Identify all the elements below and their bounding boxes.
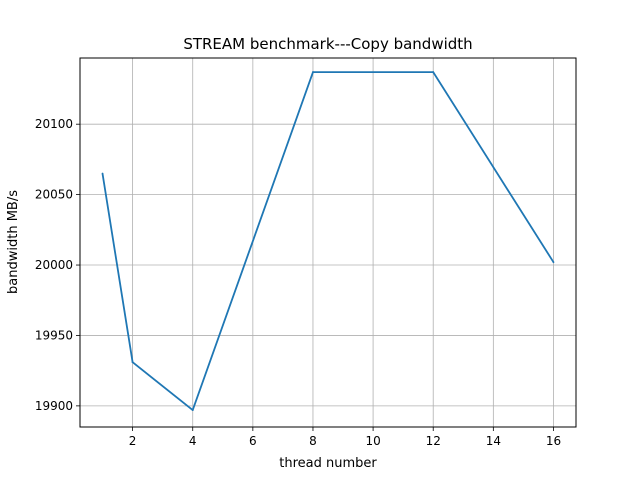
x-tick-label: 16 bbox=[546, 434, 561, 448]
x-tick-label: 14 bbox=[486, 434, 501, 448]
x-tick-label: 4 bbox=[189, 434, 197, 448]
data-point bbox=[101, 172, 104, 175]
data-point bbox=[552, 261, 555, 264]
ticks: 2 4 6 8 10 12 14 16 19900 19950 20000 20050 20100 bbox=[35, 117, 561, 448]
y-tick-label: 19950 bbox=[35, 328, 73, 342]
grid bbox=[80, 58, 576, 427]
data-point bbox=[312, 71, 314, 73]
chart-title: STREAM benchmark---Copy bandwidth bbox=[183, 35, 472, 53]
x-tick-label: 2 bbox=[129, 434, 137, 448]
plot-area-frame bbox=[79, 57, 577, 428]
x-tick-label: 8 bbox=[309, 434, 317, 448]
x-tick-label: 12 bbox=[426, 434, 441, 448]
data-point bbox=[131, 361, 134, 364]
data-point bbox=[191, 409, 194, 411]
y-axis-label: bandwidth MB/s bbox=[6, 190, 21, 294]
series-layer bbox=[101, 71, 555, 412]
series-line bbox=[101, 71, 555, 412]
y-tick-label: 20000 bbox=[35, 258, 73, 272]
x-tick-label: 10 bbox=[365, 434, 380, 448]
x-tick-label: 6 bbox=[249, 434, 257, 448]
y-tick-label: 20100 bbox=[35, 117, 73, 131]
y-tick-label: 19900 bbox=[35, 399, 73, 413]
y-tick-label: 20050 bbox=[35, 188, 73, 202]
data-point bbox=[432, 71, 435, 73]
x-axis-label: thread number bbox=[279, 456, 377, 471]
